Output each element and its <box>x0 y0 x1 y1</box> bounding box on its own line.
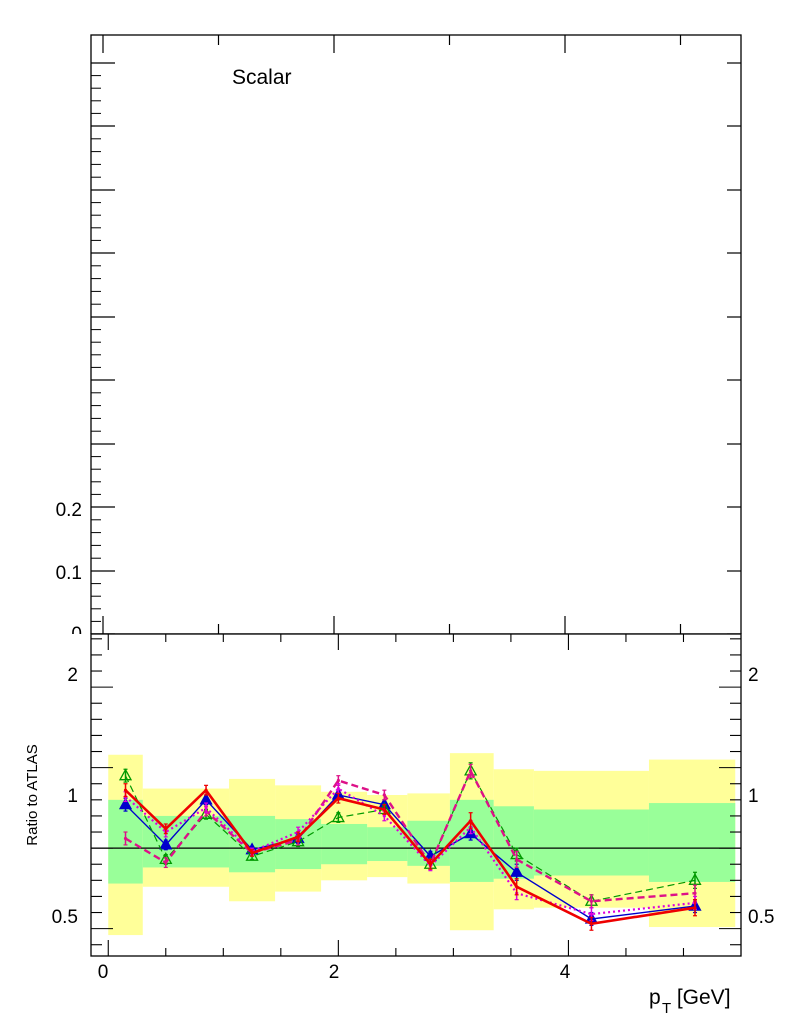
ratio-ytick-label-left-2: 2 <box>67 665 78 686</box>
data-point <box>469 819 473 823</box>
x-axis-title: p T [GeV] <box>649 986 731 1017</box>
series-line-1 <box>124 769 696 902</box>
data-point <box>204 788 208 792</box>
data-point <box>336 786 340 791</box>
top-panel: Scalar 0 0.1 0.2 <box>56 34 742 645</box>
data-point-marker <box>159 837 173 850</box>
data-point-marker <box>688 872 702 885</box>
data-point <box>515 857 519 862</box>
data-point <box>589 922 594 926</box>
top-ytick-label-0.2: 0.2 <box>56 500 82 521</box>
data-point <box>164 827 168 831</box>
ratio-ytick-label-left-1: 1 <box>67 786 78 807</box>
ratio-ytick-label-left-0.5: 0.5 <box>52 907 78 928</box>
ratio-panel-frame <box>90 633 742 957</box>
uncertainty-bands <box>108 753 736 936</box>
ratio-panel: 0.5 1 2 0.5 1 2 0 2 4 Ratio to ATLAS p T… <box>24 633 774 1017</box>
inner-band-bin <box>321 823 368 865</box>
top-panel-frame <box>90 34 742 635</box>
series-line-0 <box>125 794 696 920</box>
top-y-axis-ticks <box>91 35 741 635</box>
data-point <box>164 861 168 865</box>
xtick-label-2: 2 <box>329 962 340 983</box>
data-point <box>123 836 128 841</box>
ratio-axis-ticks <box>91 634 741 956</box>
inner-band-bin <box>142 815 230 868</box>
series-line-2 <box>124 768 696 903</box>
model-series <box>118 762 702 931</box>
data-point-marker <box>510 864 524 877</box>
data-point-marker <box>118 797 133 810</box>
x-axis-title-main: p <box>649 986 661 1009</box>
data-point <box>428 862 432 866</box>
data-point <box>515 885 519 889</box>
data-point <box>469 769 473 773</box>
ratio-panel-background <box>0 634 786 654</box>
data-point <box>296 835 300 839</box>
ratio-ytick-label-right-0.5: 0.5 <box>748 907 774 928</box>
ratio-ytick-label-right-2: 2 <box>748 665 759 686</box>
data-point <box>336 796 340 800</box>
data-point <box>589 912 594 916</box>
data-point <box>693 906 697 910</box>
x-axis-title-subscript: T <box>662 1000 671 1017</box>
data-point-marker <box>245 848 259 861</box>
inner-band-bin <box>533 809 649 876</box>
data-point-marker <box>291 834 305 847</box>
ratio-ytick-label-right-1: 1 <box>748 786 759 807</box>
xtick-label-4: 4 <box>560 962 571 983</box>
top-ytick-label-0.1: 0.1 <box>56 563 82 584</box>
xtick-label-0: 0 <box>98 962 109 983</box>
data-point-marker <box>331 810 345 823</box>
data-point <box>382 807 386 812</box>
data-point <box>204 806 208 810</box>
data-point-marker <box>118 768 133 781</box>
data-point <box>382 814 386 818</box>
data-point <box>336 778 340 783</box>
inner-band-bin <box>367 827 408 862</box>
data-point <box>382 793 386 797</box>
data-point <box>250 851 254 855</box>
data-point <box>693 891 697 895</box>
data-point <box>589 899 594 903</box>
data-point <box>123 788 128 792</box>
y-axis-title: Ratio to ATLAS <box>24 744 41 845</box>
x-axis-title-unit: [GeV] <box>671 986 731 1009</box>
inner-band-bin <box>648 803 736 882</box>
scalar-label: Scalar <box>232 66 292 89</box>
series-line-4 <box>124 788 696 926</box>
